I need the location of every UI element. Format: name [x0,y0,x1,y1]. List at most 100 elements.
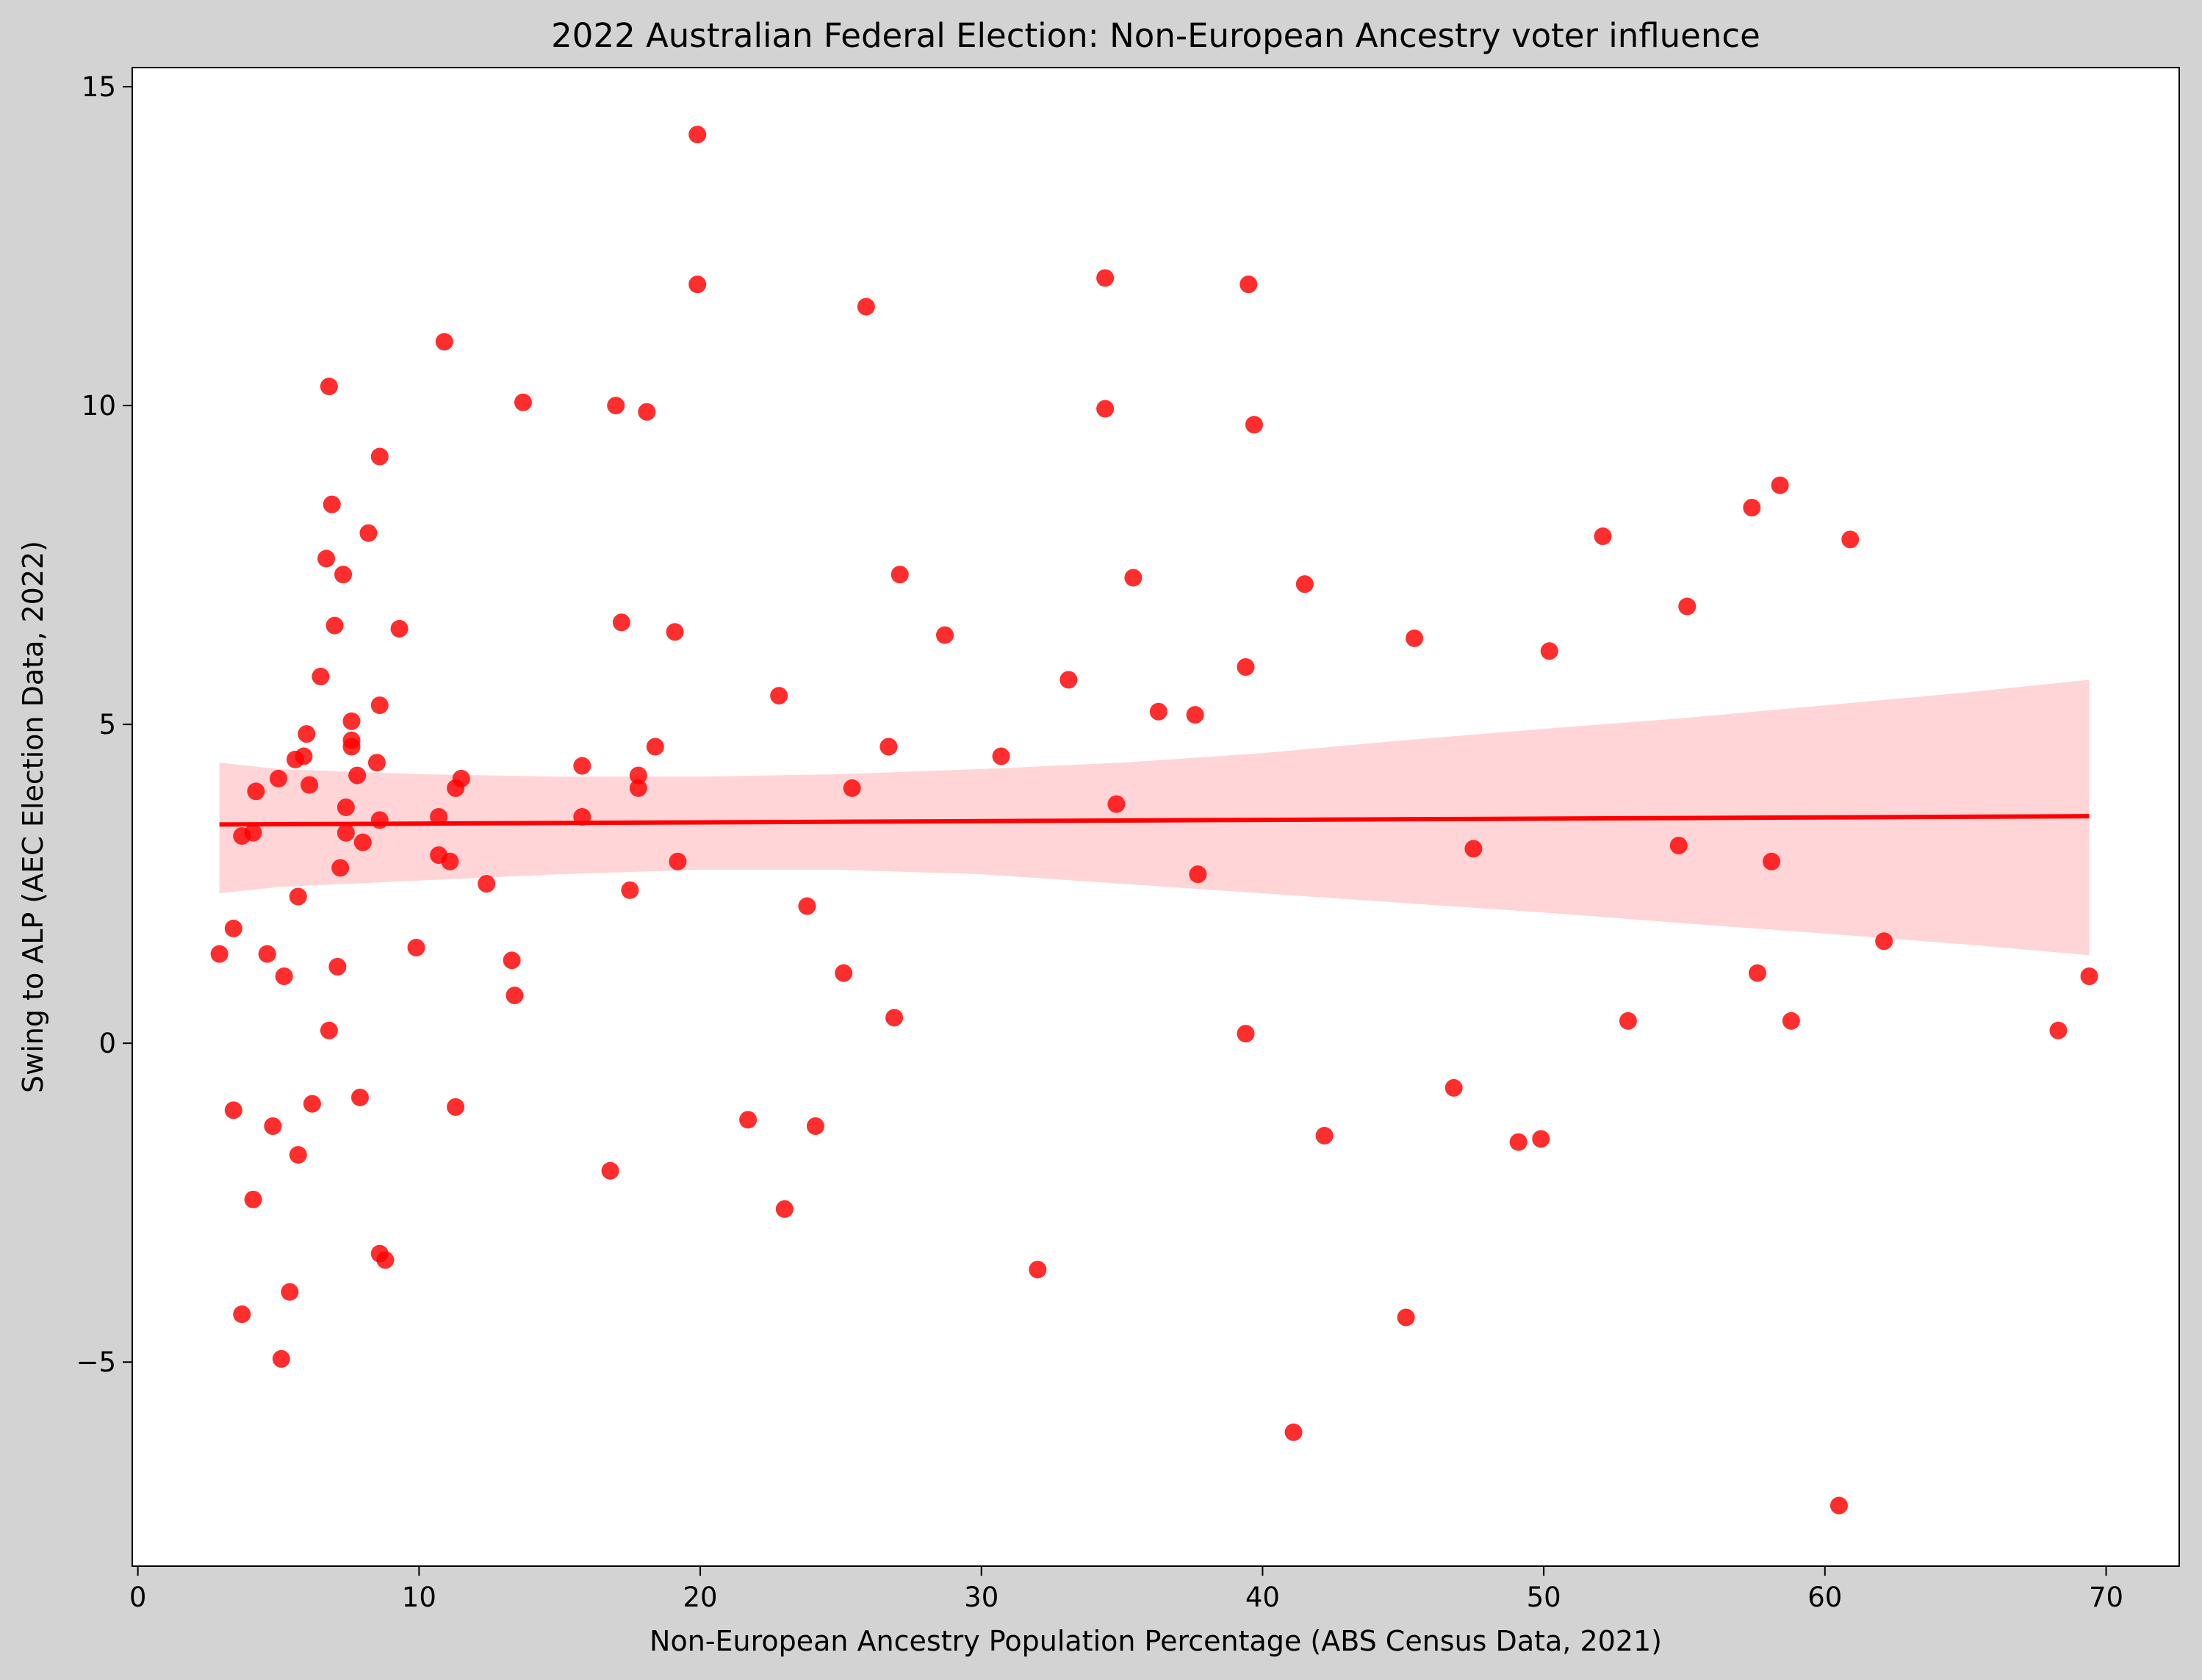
data-point [1829,1496,1848,1515]
data-point [935,626,954,644]
data-point [370,447,389,466]
data-point [303,1095,321,1113]
data-point [688,275,707,294]
data-point [272,1349,290,1368]
data-point [441,852,459,870]
data-point [328,958,347,976]
data-point [573,757,591,775]
data-point [857,298,875,316]
data-point [337,798,355,816]
data-point [646,738,664,756]
data-point [798,897,816,915]
data-point [1619,1012,1637,1030]
data-point [233,1305,251,1324]
data-point [879,738,898,756]
data-point [342,738,361,756]
data-point [224,919,242,937]
x-tick-label: 60 [1807,1582,1842,1613]
data-point [210,945,229,963]
data-point [247,782,265,801]
data-point [669,852,687,870]
data-point [1059,671,1078,689]
x-tick-label: 0 [129,1582,147,1613]
data-point [435,333,453,351]
data-point [390,619,409,638]
data-point [503,951,521,970]
data-point [1029,1261,1047,1279]
data-point [337,823,355,842]
data-point [244,1190,262,1208]
data-point [1149,702,1167,721]
data-point [301,776,319,794]
data-point [334,566,353,584]
data-point [298,725,316,743]
data-point [224,1101,242,1120]
data-point [370,696,389,715]
y-tick-label: 10 [82,390,116,422]
chart-title: 2022 Australian Federal Election: Non-Eu… [551,16,1760,55]
data-point [629,766,647,785]
fit-line-layer [219,814,2090,827]
data-point [1096,269,1115,287]
data-point [312,668,330,686]
data-point [367,754,386,772]
data-point [1096,400,1115,418]
data-point [1107,795,1126,813]
regression-line [219,814,2090,827]
data-point [370,811,389,829]
data-point [992,747,1010,765]
data-point [430,808,448,826]
data-point [244,823,262,842]
data-point [320,378,338,396]
data-point [1841,530,1860,549]
data-point [2080,967,2098,986]
data-point [1189,865,1207,884]
data-point [1237,658,1255,676]
data-point [629,779,647,797]
data-point [1444,1078,1463,1097]
points-layer [210,126,2098,1515]
data-point [1678,597,1697,616]
data-point [1743,498,1761,516]
data-point [688,126,707,144]
data-point [323,495,341,513]
data-point [264,1117,282,1136]
data-point [289,887,307,906]
data-point [1763,852,1781,870]
data-point [258,945,276,963]
data-point [350,1088,369,1106]
data-point [1295,575,1314,594]
data-point [1509,1133,1528,1151]
y-tick-label: 15 [82,71,116,103]
y-axis-ticks: −5 0 5 10 15 [76,71,132,1378]
data-point [1245,416,1263,434]
data-point [331,859,350,877]
data-point [407,938,425,956]
data-point [1237,1025,1255,1043]
data-point [376,1251,395,1269]
data-point [281,1283,299,1301]
data-point [342,712,361,730]
data-point [612,613,630,632]
data-point [447,1097,465,1116]
data-point [452,769,470,787]
x-tick-label: 40 [1245,1582,1280,1613]
data-point [638,403,656,421]
data-point [666,623,684,641]
data-point [1540,642,1558,660]
confidence-band [219,679,2090,956]
data-point [739,1111,758,1129]
data-point [478,875,496,893]
data-point [505,987,524,1005]
data-point [289,1146,307,1164]
data-point [1186,706,1204,724]
data-point [270,769,287,787]
x-tick-label: 20 [683,1582,717,1613]
data-point [1782,1012,1800,1030]
x-tick-label: 30 [964,1582,999,1613]
confidence-band-layer [219,679,2090,956]
data-point [1406,629,1424,647]
data-point [806,1117,824,1136]
data-point [1239,275,1258,294]
